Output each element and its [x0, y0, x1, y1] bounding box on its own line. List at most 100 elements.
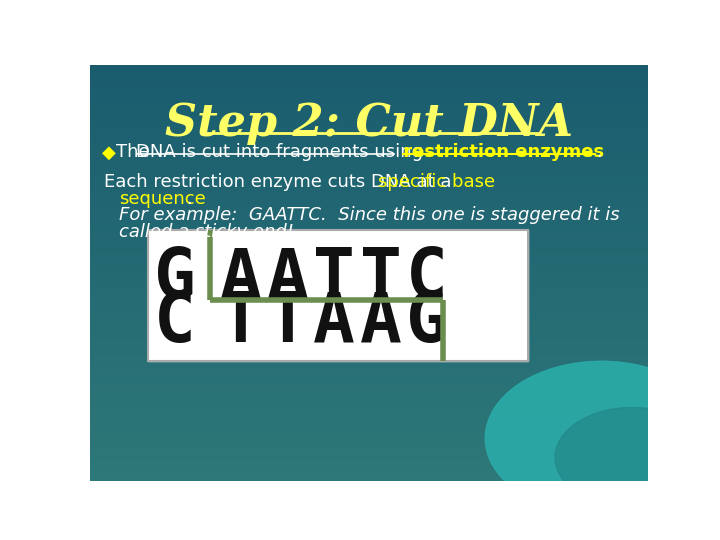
Bar — [90, 395, 648, 396]
Bar — [90, 252, 648, 253]
Bar — [90, 184, 648, 185]
Bar — [90, 153, 648, 154]
Bar — [90, 335, 648, 336]
Bar — [90, 79, 648, 80]
Bar — [90, 456, 648, 457]
Bar — [90, 276, 648, 278]
Bar — [90, 200, 648, 201]
Bar — [90, 314, 648, 315]
Bar — [90, 142, 648, 143]
Bar — [90, 179, 648, 180]
Bar — [90, 215, 648, 217]
Bar — [90, 100, 648, 101]
Ellipse shape — [555, 408, 710, 508]
Bar — [90, 205, 648, 206]
Bar — [90, 402, 648, 403]
Bar — [90, 271, 648, 272]
Bar — [90, 291, 648, 292]
Bar — [90, 147, 648, 148]
Bar — [90, 474, 648, 475]
Bar — [90, 217, 648, 218]
Bar — [90, 127, 648, 128]
Bar — [90, 115, 648, 116]
Bar — [90, 388, 648, 389]
Bar — [90, 172, 648, 173]
Bar — [90, 130, 648, 131]
Bar — [90, 244, 648, 245]
Bar — [90, 123, 648, 124]
Bar — [90, 412, 648, 413]
Bar — [90, 112, 648, 113]
Bar — [90, 140, 648, 141]
Bar — [90, 286, 648, 287]
Bar — [90, 255, 648, 256]
Bar — [90, 191, 648, 192]
Bar — [90, 323, 648, 325]
Text: For example:  GAATTC.  Since this one is staggered it is: For example: GAATTC. Since this one is s… — [120, 206, 620, 225]
Text: A: A — [360, 289, 402, 356]
Bar — [90, 288, 648, 289]
Bar — [90, 413, 648, 414]
Bar — [90, 163, 648, 164]
Bar — [90, 364, 648, 365]
Bar — [90, 262, 648, 264]
Bar — [90, 336, 648, 338]
Bar — [90, 378, 648, 379]
Text: DNA is cut into fragments using: DNA is cut into fragments using — [137, 143, 423, 161]
Bar — [90, 69, 648, 70]
Bar — [90, 383, 648, 384]
Bar — [90, 475, 648, 476]
Bar — [90, 418, 648, 419]
Bar — [90, 84, 648, 85]
Bar — [90, 228, 648, 229]
Bar — [90, 433, 648, 434]
Bar — [90, 304, 648, 305]
Bar — [90, 473, 648, 474]
Bar — [90, 278, 648, 279]
Bar — [90, 379, 648, 380]
Text: T: T — [220, 289, 262, 356]
Bar — [90, 158, 648, 159]
Bar — [90, 145, 648, 146]
Bar — [90, 427, 648, 428]
Bar — [90, 165, 648, 166]
Bar — [90, 259, 648, 260]
Bar — [90, 122, 648, 123]
Bar — [90, 208, 648, 209]
Bar — [90, 221, 648, 222]
Bar — [90, 181, 648, 182]
Bar — [90, 224, 648, 225]
Bar — [90, 341, 648, 342]
Text: called a sticky end!: called a sticky end! — [120, 224, 294, 241]
Bar — [90, 124, 648, 125]
Bar — [90, 415, 648, 416]
Bar — [90, 432, 648, 433]
Bar — [90, 220, 648, 221]
Bar — [90, 397, 648, 398]
Bar — [90, 410, 648, 411]
Bar — [90, 434, 648, 435]
Bar — [90, 310, 648, 311]
Bar — [90, 104, 648, 105]
Bar — [90, 446, 648, 447]
Bar — [90, 212, 648, 213]
Bar — [90, 461, 648, 462]
Bar — [90, 316, 648, 318]
Bar — [90, 282, 648, 283]
Bar — [90, 108, 648, 109]
Bar — [90, 457, 648, 458]
Bar — [90, 88, 648, 89]
Bar — [90, 436, 648, 437]
Bar — [90, 194, 648, 195]
Bar — [90, 325, 648, 326]
Bar — [90, 159, 648, 160]
Text: A: A — [220, 245, 262, 312]
Bar — [90, 458, 648, 459]
Bar — [90, 206, 648, 207]
Bar — [90, 102, 648, 103]
Bar — [90, 301, 648, 302]
Bar — [90, 285, 648, 286]
Bar — [90, 95, 648, 96]
Bar — [90, 76, 648, 77]
Bar — [90, 70, 648, 71]
